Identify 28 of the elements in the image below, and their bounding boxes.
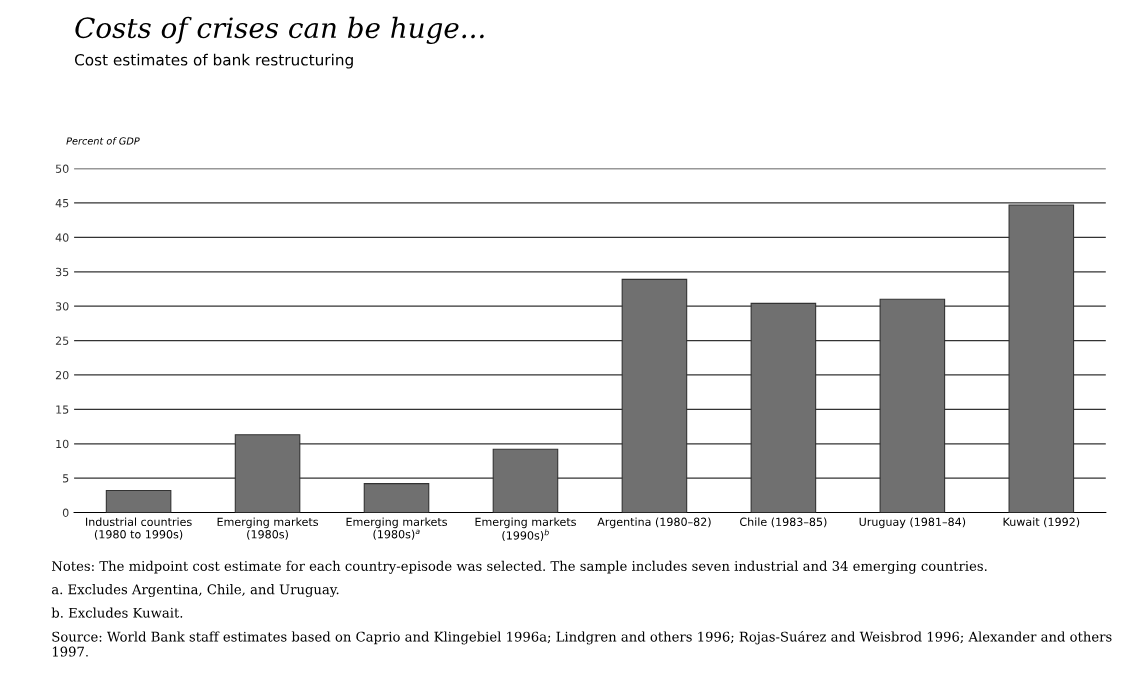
y-tick-label: 25 — [55, 336, 69, 345]
y-tick-label: 50 — [55, 164, 69, 173]
y-tick-label: 35 — [55, 267, 69, 277]
y-tick-label: 45 — [55, 199, 69, 208]
text: a. Excludes Argentina, Chile, and Uruguay. — [51, 584, 339, 598]
x-tick-label: Argentina (1980–82) — [597, 517, 711, 529]
x-tick-label: Chile (1983–85) — [740, 517, 827, 528]
x-tick-label: Emerging markets (1990s)$^{b}$ — [475, 517, 576, 541]
y-tick-label: 0 — [62, 508, 69, 517]
y-tick-label: 40 — [55, 233, 69, 242]
chart-subtitle: Cost estimates of bank restructuring — [74, 53, 353, 69]
y-tick-label: 30 — [55, 302, 69, 311]
bar — [105, 489, 172, 513]
text: b. Excludes Kuwait. — [51, 607, 183, 618]
bar — [363, 483, 430, 513]
y-tick-label: 15 — [56, 405, 69, 414]
x-tick-label: Uruguay (1981–84) — [859, 517, 966, 529]
chart-title: Costs of crises can be huge... — [75, 16, 484, 45]
x-tick-label: Kuwait (1992) — [1003, 517, 1080, 528]
y-tick-label: 20 — [55, 370, 69, 380]
x-tick-label: Emerging markets (1980s) — [217, 517, 319, 540]
y-axis-title: Percent of GDP — [66, 137, 140, 145]
source-note: Source: World Bank staff estimates based on Caprio and Klingebiel 1996a; Lindgren and others 1996; Rojas-Suárez and Weisbrod 1996; Alexander and others 1997. — [52, 630, 1112, 657]
x-tick-label: Emerging markets (1980s)$^{a}$ — [346, 517, 447, 540]
y-tick-label: 5 — [63, 474, 69, 483]
x-tick-label: Industrial countries (1980 to 1990s) — [86, 517, 192, 540]
text: Notes: The midpoint cost estimate for each country-episode was selected. The sample includes seven industrial and 34 emerging countries. — [51, 560, 987, 574]
y-tick-label: 10 — [56, 439, 69, 449]
